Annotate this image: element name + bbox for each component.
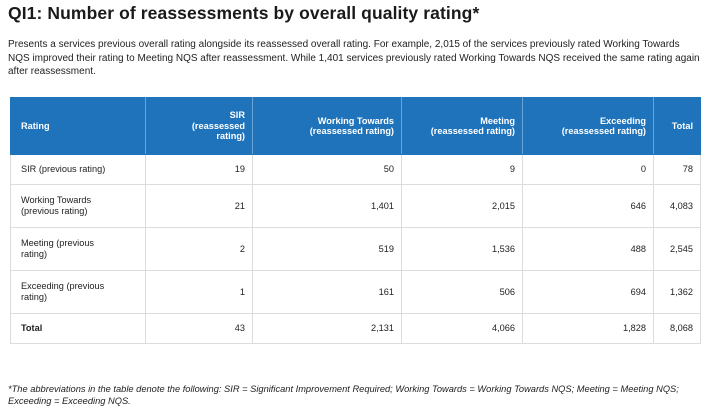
reassessments-table: Rating SIR (reassessed rating) Working T… [10, 97, 701, 344]
row-label-text: SIR (previous rating) [21, 164, 106, 174]
cell-meeting: 1,536 [401, 227, 523, 271]
row-label-line1: Meeting (previous [21, 238, 95, 248]
header-wt-line2: (reassessed rating) [309, 126, 394, 136]
header-exceeding-line1: Exceeding [600, 115, 646, 126]
row-label-line1: Working Towards [21, 195, 92, 205]
header-rating-label: Rating [21, 120, 50, 131]
header-rating: Rating [10, 97, 146, 155]
cell-sir: 19 [145, 154, 253, 185]
header-sir-line2: (reassessed [191, 120, 245, 131]
row-label-line1: Exceeding (previous [21, 281, 105, 291]
header-sir-line3: rating) [216, 131, 245, 142]
header-meeting: Meeting (reassessed rating) [401, 97, 523, 155]
row-label: SIR (previous rating) [10, 154, 146, 185]
page-title: QI1: Number of reassessments by overall … [8, 3, 480, 23]
header-meeting-line2: (reassessed rating) [430, 126, 515, 136]
intro-paragraph: Presents a services previous overall rat… [8, 39, 700, 78]
table-total-row: Total 43 2,131 4,066 1,828 8,068 [10, 313, 701, 344]
cell-sir: 21 [145, 184, 253, 228]
total-row-label: Total [10, 313, 146, 344]
cell-exceeding: 694 [522, 270, 654, 314]
header-exceeding-line2: (reassessed rating) [561, 126, 646, 136]
cell-meeting: 9 [401, 154, 523, 185]
cell-exceeding: 646 [522, 184, 654, 228]
row-label-line2: (previous rating) [21, 206, 88, 216]
row-label: Exceeding (previous rating) [10, 270, 146, 314]
header-exceeding: Exceeding (reassessed rating) [522, 97, 654, 155]
row-label: Working Towards (previous rating) [10, 184, 146, 228]
header-meeting-line1: Meeting [480, 115, 515, 126]
footnote: *The abbreviations in the table denote t… [8, 384, 679, 406]
header-sir: SIR (reassessed rating) [145, 97, 253, 155]
cell-working-towards: 1,401 [252, 184, 402, 228]
row-label: Meeting (previous rating) [10, 227, 146, 271]
cell-working-towards: 2,131 [252, 313, 402, 344]
row-label-line2: rating) [21, 249, 48, 259]
table-header-row: Rating SIR (reassessed rating) Working T… [10, 97, 701, 155]
cell-exceeding: 488 [522, 227, 654, 271]
cell-sir: 43 [145, 313, 253, 344]
cell-meeting: 2,015 [401, 184, 523, 228]
cell-sir: 1 [145, 270, 253, 314]
cell-meeting: 506 [401, 270, 523, 314]
cell-working-towards: 50 [252, 154, 402, 185]
table-row: Working Towards (previous rating) 21 1,40… [10, 184, 701, 228]
row-label-line2: rating) [21, 292, 48, 302]
header-total: Total [653, 97, 701, 155]
header-wt-line1: Working Towards [317, 115, 394, 126]
cell-total: 78 [653, 154, 701, 185]
header-working-towards: Working Towards (reassessed rating) [252, 97, 402, 155]
cell-total: 4,083 [653, 184, 701, 228]
header-sir-line1: SIR [229, 110, 245, 121]
table-row: Exceeding (previous rating) 1 161 506 694… [10, 270, 701, 314]
cell-total: 1,362 [653, 270, 701, 314]
header-total-label: Total [671, 120, 693, 131]
cell-sir: 2 [145, 227, 253, 271]
cell-exceeding: 1,828 [522, 313, 654, 344]
table-row: SIR (previous rating) 19 50 9 0 78 [10, 154, 701, 185]
cell-working-towards: 519 [252, 227, 402, 271]
table-row: Meeting (previous rating) 2 519 1,536 488… [10, 227, 701, 271]
cell-meeting: 4,066 [401, 313, 523, 344]
cell-total: 8,068 [653, 313, 701, 344]
cell-exceeding: 0 [522, 154, 654, 185]
cell-total: 2,545 [653, 227, 701, 271]
cell-working-towards: 161 [252, 270, 402, 314]
